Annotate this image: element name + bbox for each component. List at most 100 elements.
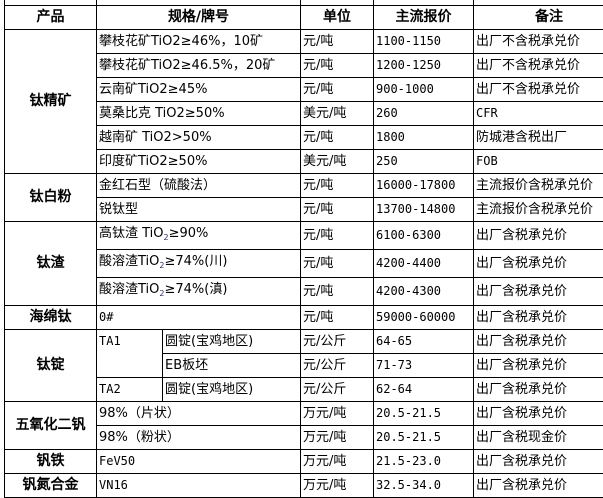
form-cell: 圆锭(宝鸡地区) (163, 330, 301, 354)
note-cell: 出厂含税承兑价 (474, 306, 603, 330)
product-cell: 钛渣 (5, 222, 97, 306)
price-cell: 71-73 (374, 354, 474, 378)
spec-text: ≥74%(滇) (164, 282, 227, 297)
price-cell: 20.5-21.5 (374, 426, 474, 450)
unit-cell: 万元/吨 (301, 402, 374, 426)
note-cell: 出厂含税承兑价 (474, 330, 603, 354)
unit-cell: 元/吨 (301, 126, 374, 150)
header-product: 产品 (5, 6, 97, 30)
note-cell: 出厂含税承兑价 (474, 402, 603, 426)
unit-cell: 元/吨 (301, 30, 374, 54)
price-table: 产品 规格/牌号 单位 主流报价 备注 钛精矿攀枝花矿TiO2≥46%，10矿元… (4, 0, 603, 498)
form-cell: 圆锭(宝鸡地区) (163, 378, 301, 402)
price-cell: 4200-4300 (374, 278, 474, 306)
spec-cell: FeV50 (97, 450, 301, 474)
header-price: 主流报价 (374, 6, 474, 30)
unit-cell: 元/吨 (301, 222, 374, 250)
spec-cell: 锐钛型 (97, 198, 301, 222)
price-cell: 250 (374, 150, 474, 174)
unit-cell: 元/吨 (301, 174, 374, 198)
spec-cell: 98%（片状） (97, 402, 301, 426)
unit-cell: 万元/吨 (301, 450, 374, 474)
unit-cell: 元/吨 (301, 54, 374, 78)
unit-cell: 元/吨 (301, 250, 374, 278)
price-cell: 1800 (374, 126, 474, 150)
note-cell: 主流报价含税承兑价 (474, 198, 603, 222)
product-cell: 钛精矿 (5, 30, 97, 174)
spec-cell: VN16 (97, 474, 301, 498)
spec-cell: 越南矿 TiO2>50% (97, 126, 301, 150)
note-cell: 出厂含税承兑价 (474, 278, 603, 306)
price-cell: 62-64 (374, 378, 474, 402)
spec-text: 高钛渣 TiO (99, 226, 164, 241)
price-cell: 260 (374, 102, 474, 126)
header-note: 备注 (474, 6, 603, 30)
spec-cell: 印度矿TiO2≥50% (97, 150, 301, 174)
note-cell: 出厂含税承兑价 (474, 378, 603, 402)
header-unit: 单位 (301, 6, 374, 30)
product-cell: 钛锭 (5, 330, 97, 402)
note-cell: 出厂含税承兑价 (474, 450, 603, 474)
spec-cell: 酸溶渣TiO2≥74%(滇) (97, 278, 301, 306)
unit-cell: 元/公斤 (301, 378, 374, 402)
unit-cell: 元/吨 (301, 78, 374, 102)
note-cell: 出厂含税承兑价 (474, 222, 603, 250)
price-cell: 20.5-21.5 (374, 402, 474, 426)
grade-cell: TA2 (97, 378, 163, 402)
note-cell: 出厂不含税承兑价 (474, 54, 603, 78)
spec-cell: 攀枝花矿TiO2≥46.5%，20矿 (97, 54, 301, 78)
note-cell: 出厂不含税承兑价 (474, 78, 603, 102)
note-cell: 出厂含税现金价 (474, 426, 603, 450)
note-cell: CFR (474, 102, 603, 126)
price-cell: 32.5-34.0 (374, 474, 474, 498)
spec-text: 酸溶渣TiO (99, 254, 159, 269)
unit-cell: 万元/吨 (301, 474, 374, 498)
unit-cell: 元/吨 (301, 278, 374, 306)
spec-cell: 金红石型（硫酸法） (97, 174, 301, 198)
spec-cell: 酸溶渣TiO2≥74%(川) (97, 250, 301, 278)
note-cell: 出厂不含税承兑价 (474, 30, 603, 54)
spec-cell: 0# (97, 306, 301, 330)
header-spec: 规格/牌号 (97, 6, 301, 30)
note-cell: 出厂含税承兑价 (474, 354, 603, 378)
price-cell: 900-1000 (374, 78, 474, 102)
unit-cell: 元/公斤 (301, 354, 374, 378)
note-cell: 出厂含税承兑价 (474, 474, 603, 498)
price-cell: 21.5-23.0 (374, 450, 474, 474)
price-cell: 1200-1250 (374, 54, 474, 78)
note-cell: 出厂含税承兑价 (474, 250, 603, 278)
note-cell: FOB (474, 150, 603, 174)
price-cell: 16000-17800 (374, 174, 474, 198)
price-cell: 4200-4400 (374, 250, 474, 278)
price-cell: 13700-14800 (374, 198, 474, 222)
product-cell: 钒铁 (5, 450, 97, 474)
grade-cell: TA1 (97, 330, 163, 378)
header-row: 产品 规格/牌号 单位 主流报价 备注 (5, 6, 603, 30)
unit-cell: 美元/吨 (301, 150, 374, 174)
spec-text: ≥74%(川) (164, 254, 227, 269)
spec-cell: 攀枝花矿TiO2≥46%，10矿 (97, 30, 301, 54)
unit-cell: 元/吨 (301, 306, 374, 330)
price-cell: 6100-6300 (374, 222, 474, 250)
product-cell: 五氧化二钒 (5, 402, 97, 450)
price-cell: 59000-60000 (374, 306, 474, 330)
unit-cell: 美元/吨 (301, 102, 374, 126)
price-cell: 64-65 (374, 330, 474, 354)
unit-cell: 元/吨 (301, 198, 374, 222)
unit-cell: 万元/吨 (301, 426, 374, 450)
note-cell: 防城港含税出厂 (474, 126, 603, 150)
spec-cell: 高钛渣 TiO2≥90% (97, 222, 301, 250)
form-cell: EB板坯 (163, 354, 301, 378)
spec-text: ≥90% (169, 226, 209, 241)
price-cell: 1100-1150 (374, 30, 474, 54)
product-cell: 钛白粉 (5, 174, 97, 222)
unit-cell: 元/公斤 (301, 330, 374, 354)
